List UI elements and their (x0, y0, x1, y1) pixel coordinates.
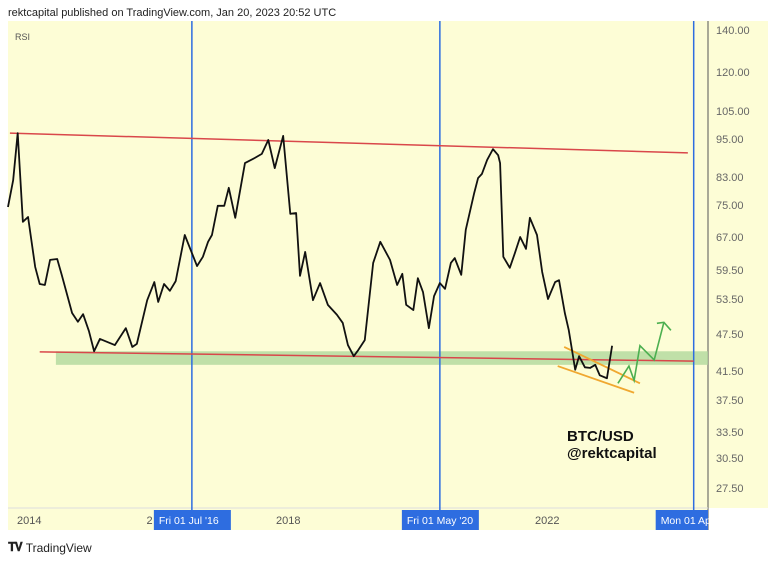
x-axis-strip (8, 508, 708, 530)
projection-path (617, 322, 665, 384)
date-marker-label: Mon 01 Ap (661, 515, 711, 527)
date-marker-badge (401, 510, 479, 530)
y-tick-label: 30.50 (716, 453, 744, 465)
y-tick-label: 27.50 (716, 483, 744, 495)
date-marker-badge (655, 510, 708, 530)
support-line (39, 351, 694, 362)
y-tick-label: 120.00 (716, 67, 750, 79)
y-tick-label: 140.00 (716, 25, 750, 37)
y-tick-label: 59.50 (716, 265, 744, 277)
x-tick-label: 2022 (535, 515, 559, 527)
x-tick-label: 2 (147, 515, 153, 527)
x-tick-label: 2018 (276, 515, 300, 527)
wedge-top-line (563, 346, 641, 385)
y-tick-label: 53.50 (716, 294, 744, 306)
y-tick-label: 33.50 (716, 427, 744, 439)
author-label: @rektcapital (567, 445, 657, 462)
y-tick-label: 41.50 (716, 366, 744, 378)
y-tick-label: 37.50 (716, 395, 744, 407)
y-tick-label: 47.50 (716, 329, 744, 341)
date-marker-label: Fri 01 Jul '16 (159, 515, 219, 527)
publish-info: rektcapital published on TradingView.com… (8, 7, 337, 19)
pair-label: BTC/USD (567, 428, 634, 445)
brand-name[interactable]: TradingView (25, 540, 92, 555)
wedge-bottom-line (557, 365, 635, 394)
indicator-label: RSI (15, 32, 30, 42)
projection-arrowhead-icon (656, 321, 672, 331)
y-tick-label: 95.00 (716, 134, 744, 146)
y-tick-label: 75.00 (716, 200, 744, 212)
y-tick-label: 105.00 (716, 106, 750, 118)
date-marker-badge (153, 510, 231, 530)
footer: 𝐓𝐕 TradingView (8, 540, 92, 555)
x-tick-label: 2014 (17, 515, 41, 527)
resistance-line (9, 132, 688, 154)
rsi-line (7, 132, 613, 380)
y-axis-strip (708, 21, 768, 508)
plot-background (8, 21, 708, 508)
date-marker-label: Fri 01 May '20 (407, 515, 473, 527)
y-tick-label: 83.00 (716, 172, 744, 184)
tradingview-logo-icon: 𝐓𝐕 (8, 540, 23, 554)
y-tick-label: 67.00 (716, 232, 744, 244)
